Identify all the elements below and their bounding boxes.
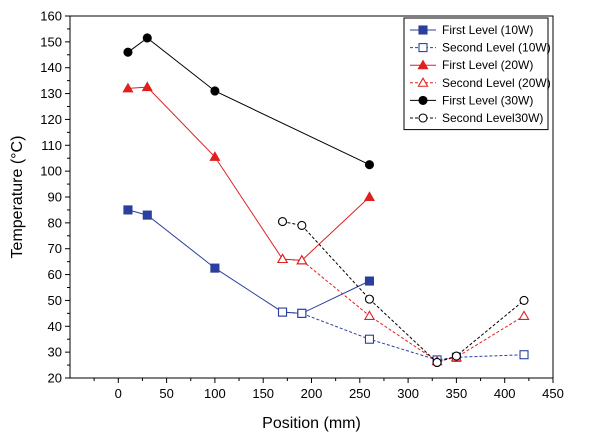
x-tick-label: 50 <box>159 386 173 401</box>
data-point <box>364 294 375 304</box>
legend-entry-4: Second Level (20W) <box>410 76 551 90</box>
series-line <box>127 209 370 314</box>
data-point <box>519 295 529 305</box>
series-line <box>127 86 370 261</box>
legend-label: First Level (10W) <box>442 23 533 37</box>
axes-layer: 0 50 100 150 200 250 300 350 400 450 20 30 40 50 60 70 8… <box>40 9 564 402</box>
legend: First Level (10W) Second Level (10W) First… <box>403 17 551 131</box>
x-tick-label: 250 <box>349 386 371 401</box>
legend-marker <box>418 25 428 35</box>
x-tick-label: 350 <box>446 386 468 401</box>
y-tick-label: 50 <box>48 293 62 308</box>
y-axis-title: Temperature (°C) <box>9 136 26 259</box>
data-point <box>209 151 221 161</box>
series-5 <box>123 33 375 170</box>
legend-entry-2: Second Level (10W) <box>410 41 551 55</box>
y-tick-label: 130 <box>40 86 62 101</box>
data-point <box>364 160 375 170</box>
data-point <box>363 191 376 201</box>
x-tick-label: 200 <box>301 386 323 401</box>
data-point <box>123 47 133 57</box>
series-line <box>282 221 525 364</box>
y-tick-label: 140 <box>40 60 62 75</box>
y-tick-label: 20 <box>48 371 62 386</box>
data-point <box>210 86 220 96</box>
x-tick-label: 0 <box>115 386 122 401</box>
y-tick-label: 60 <box>48 267 62 282</box>
legend-entry-3: First Level (20W) <box>410 58 533 72</box>
data-point <box>276 253 289 264</box>
legend-label: First Level (30W) <box>442 93 533 107</box>
x-tick-label: 450 <box>542 386 564 401</box>
x-axis-title: Position (mm) <box>262 415 361 432</box>
legend-box <box>403 17 549 131</box>
x-tick-label: 100 <box>204 386 226 401</box>
legend-marker <box>418 113 428 123</box>
legend-entry-6: Second Level30W) <box>410 111 543 125</box>
data-point <box>123 205 133 215</box>
data-point <box>364 334 375 344</box>
data-point <box>277 217 288 227</box>
data-point <box>122 82 134 93</box>
series-layer <box>122 33 530 368</box>
y-tick-label: 120 <box>40 112 62 127</box>
data-point <box>297 308 307 318</box>
data-point <box>363 310 376 320</box>
data-point <box>519 350 529 360</box>
legend-marker <box>417 77 429 87</box>
data-point <box>432 357 442 368</box>
legend-label: Second Level30W) <box>442 111 543 125</box>
series-line <box>127 37 370 166</box>
x-tick-label: 400 <box>494 386 516 401</box>
series-line <box>282 311 525 361</box>
y-tick-label: 90 <box>48 190 62 205</box>
data-point <box>451 351 461 361</box>
data-point <box>141 81 153 92</box>
legend-marker <box>417 59 429 70</box>
y-tick-label: 150 <box>40 34 62 49</box>
data-point <box>142 33 152 43</box>
y-tick-label: 70 <box>48 241 62 256</box>
data-point <box>210 263 220 273</box>
legend-entry-1: First Level (10W) <box>410 23 533 37</box>
data-point <box>296 254 308 265</box>
legend-label: Second Level (20W) <box>442 76 551 90</box>
y-tick-label: 100 <box>40 164 62 179</box>
legend-marker <box>418 43 428 53</box>
x-tick-label: 300 <box>397 386 419 401</box>
legend-label: First Level (20W) <box>442 58 533 72</box>
y-tick-label: 110 <box>41 138 62 153</box>
series-4 <box>276 253 530 366</box>
y-tick-label: 40 <box>48 319 62 334</box>
series-2 <box>277 307 529 365</box>
legend-marker <box>418 95 428 105</box>
series-line <box>282 258 525 362</box>
data-point <box>364 276 375 286</box>
legend-entry-5: First Level (30W) <box>410 93 533 107</box>
series-6 <box>277 217 529 368</box>
x-tick-label: 150 <box>252 386 274 401</box>
y-tick-label: 160 <box>40 9 62 24</box>
data-point <box>142 210 152 220</box>
series-3 <box>122 81 376 265</box>
data-point <box>277 307 288 317</box>
data-point <box>518 310 530 320</box>
y-tick-label: 80 <box>48 215 62 230</box>
legend-label: Second Level (10W) <box>442 41 551 55</box>
series-1 <box>123 205 375 318</box>
y-tick-label: 30 <box>48 345 62 360</box>
data-point <box>297 220 307 230</box>
